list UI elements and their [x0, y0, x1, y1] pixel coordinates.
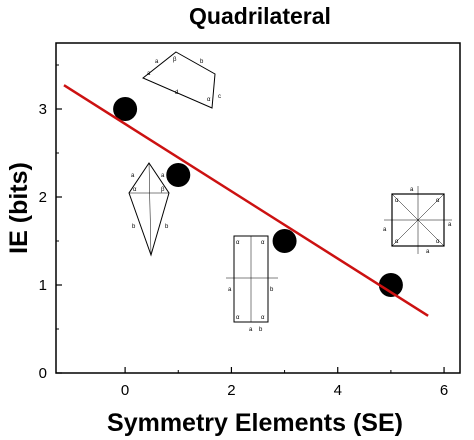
data-point	[272, 229, 297, 253]
y-axis-label: IE (bits)	[5, 162, 33, 254]
inset-kite-figure: a a α β b b	[128, 162, 170, 257]
svg-text:a: a	[147, 71, 151, 77]
chart-marks	[63, 84, 429, 317]
svg-text:α: α	[261, 315, 265, 321]
svg-text:a: a	[155, 59, 159, 65]
svg-text:α: α	[207, 97, 211, 103]
svg-text:b: b	[200, 59, 204, 65]
svg-text:a: a	[383, 227, 387, 233]
svg-text:α: α	[436, 239, 440, 245]
y-tick-label: 0	[39, 365, 47, 382]
svg-text:b: b	[165, 224, 169, 230]
svg-text:α: α	[261, 240, 265, 246]
svg-text:a: a	[249, 327, 253, 333]
x-tick-label: 0	[121, 382, 129, 399]
inset-rectangle-figure: α α a b α α a b	[226, 235, 278, 333]
x-tick-label: 2	[227, 382, 235, 399]
svg-text:a: a	[426, 249, 430, 255]
inset-square-figure: a α α a a α α a	[383, 186, 452, 255]
svg-text:a: a	[410, 187, 414, 193]
chart-title: Quadrilateral	[189, 3, 331, 29]
svg-text:α: α	[395, 239, 399, 245]
svg-text:α: α	[395, 198, 399, 204]
svg-text:α: α	[133, 187, 137, 193]
y-tick-label: 1	[39, 277, 47, 294]
svg-text:α: α	[236, 240, 240, 246]
svg-text:α: α	[436, 198, 440, 204]
x-tick-label: 4	[334, 382, 342, 399]
trend-line	[63, 84, 429, 317]
svg-text:a: a	[131, 173, 135, 179]
svg-text:a: a	[228, 287, 232, 293]
inset-quadrilateral-figure: a β b c α d a	[142, 51, 221, 109]
svg-text:b: b	[259, 327, 263, 333]
svg-text:α: α	[236, 315, 240, 321]
data-point	[113, 97, 138, 121]
plot-area-frame	[55, 42, 461, 374]
x-tick-label: 6	[440, 382, 448, 399]
data-point	[378, 273, 403, 297]
svg-text:β: β	[161, 187, 165, 193]
svg-text:a: a	[448, 222, 452, 228]
data-point	[166, 163, 191, 187]
axis-ticks: 0 2 4 6 0 1 2 3	[39, 64, 448, 399]
svg-text:b: b	[270, 287, 274, 293]
y-tick-label: 3	[39, 101, 47, 118]
x-axis-label: Symmetry Elements (SE)	[107, 409, 403, 437]
svg-text:a: a	[161, 173, 165, 179]
svg-text:d: d	[175, 90, 178, 96]
svg-text:β: β	[173, 57, 177, 63]
y-tick-label: 2	[39, 189, 47, 206]
svg-text:c: c	[218, 94, 221, 100]
svg-text:b: b	[132, 224, 136, 230]
